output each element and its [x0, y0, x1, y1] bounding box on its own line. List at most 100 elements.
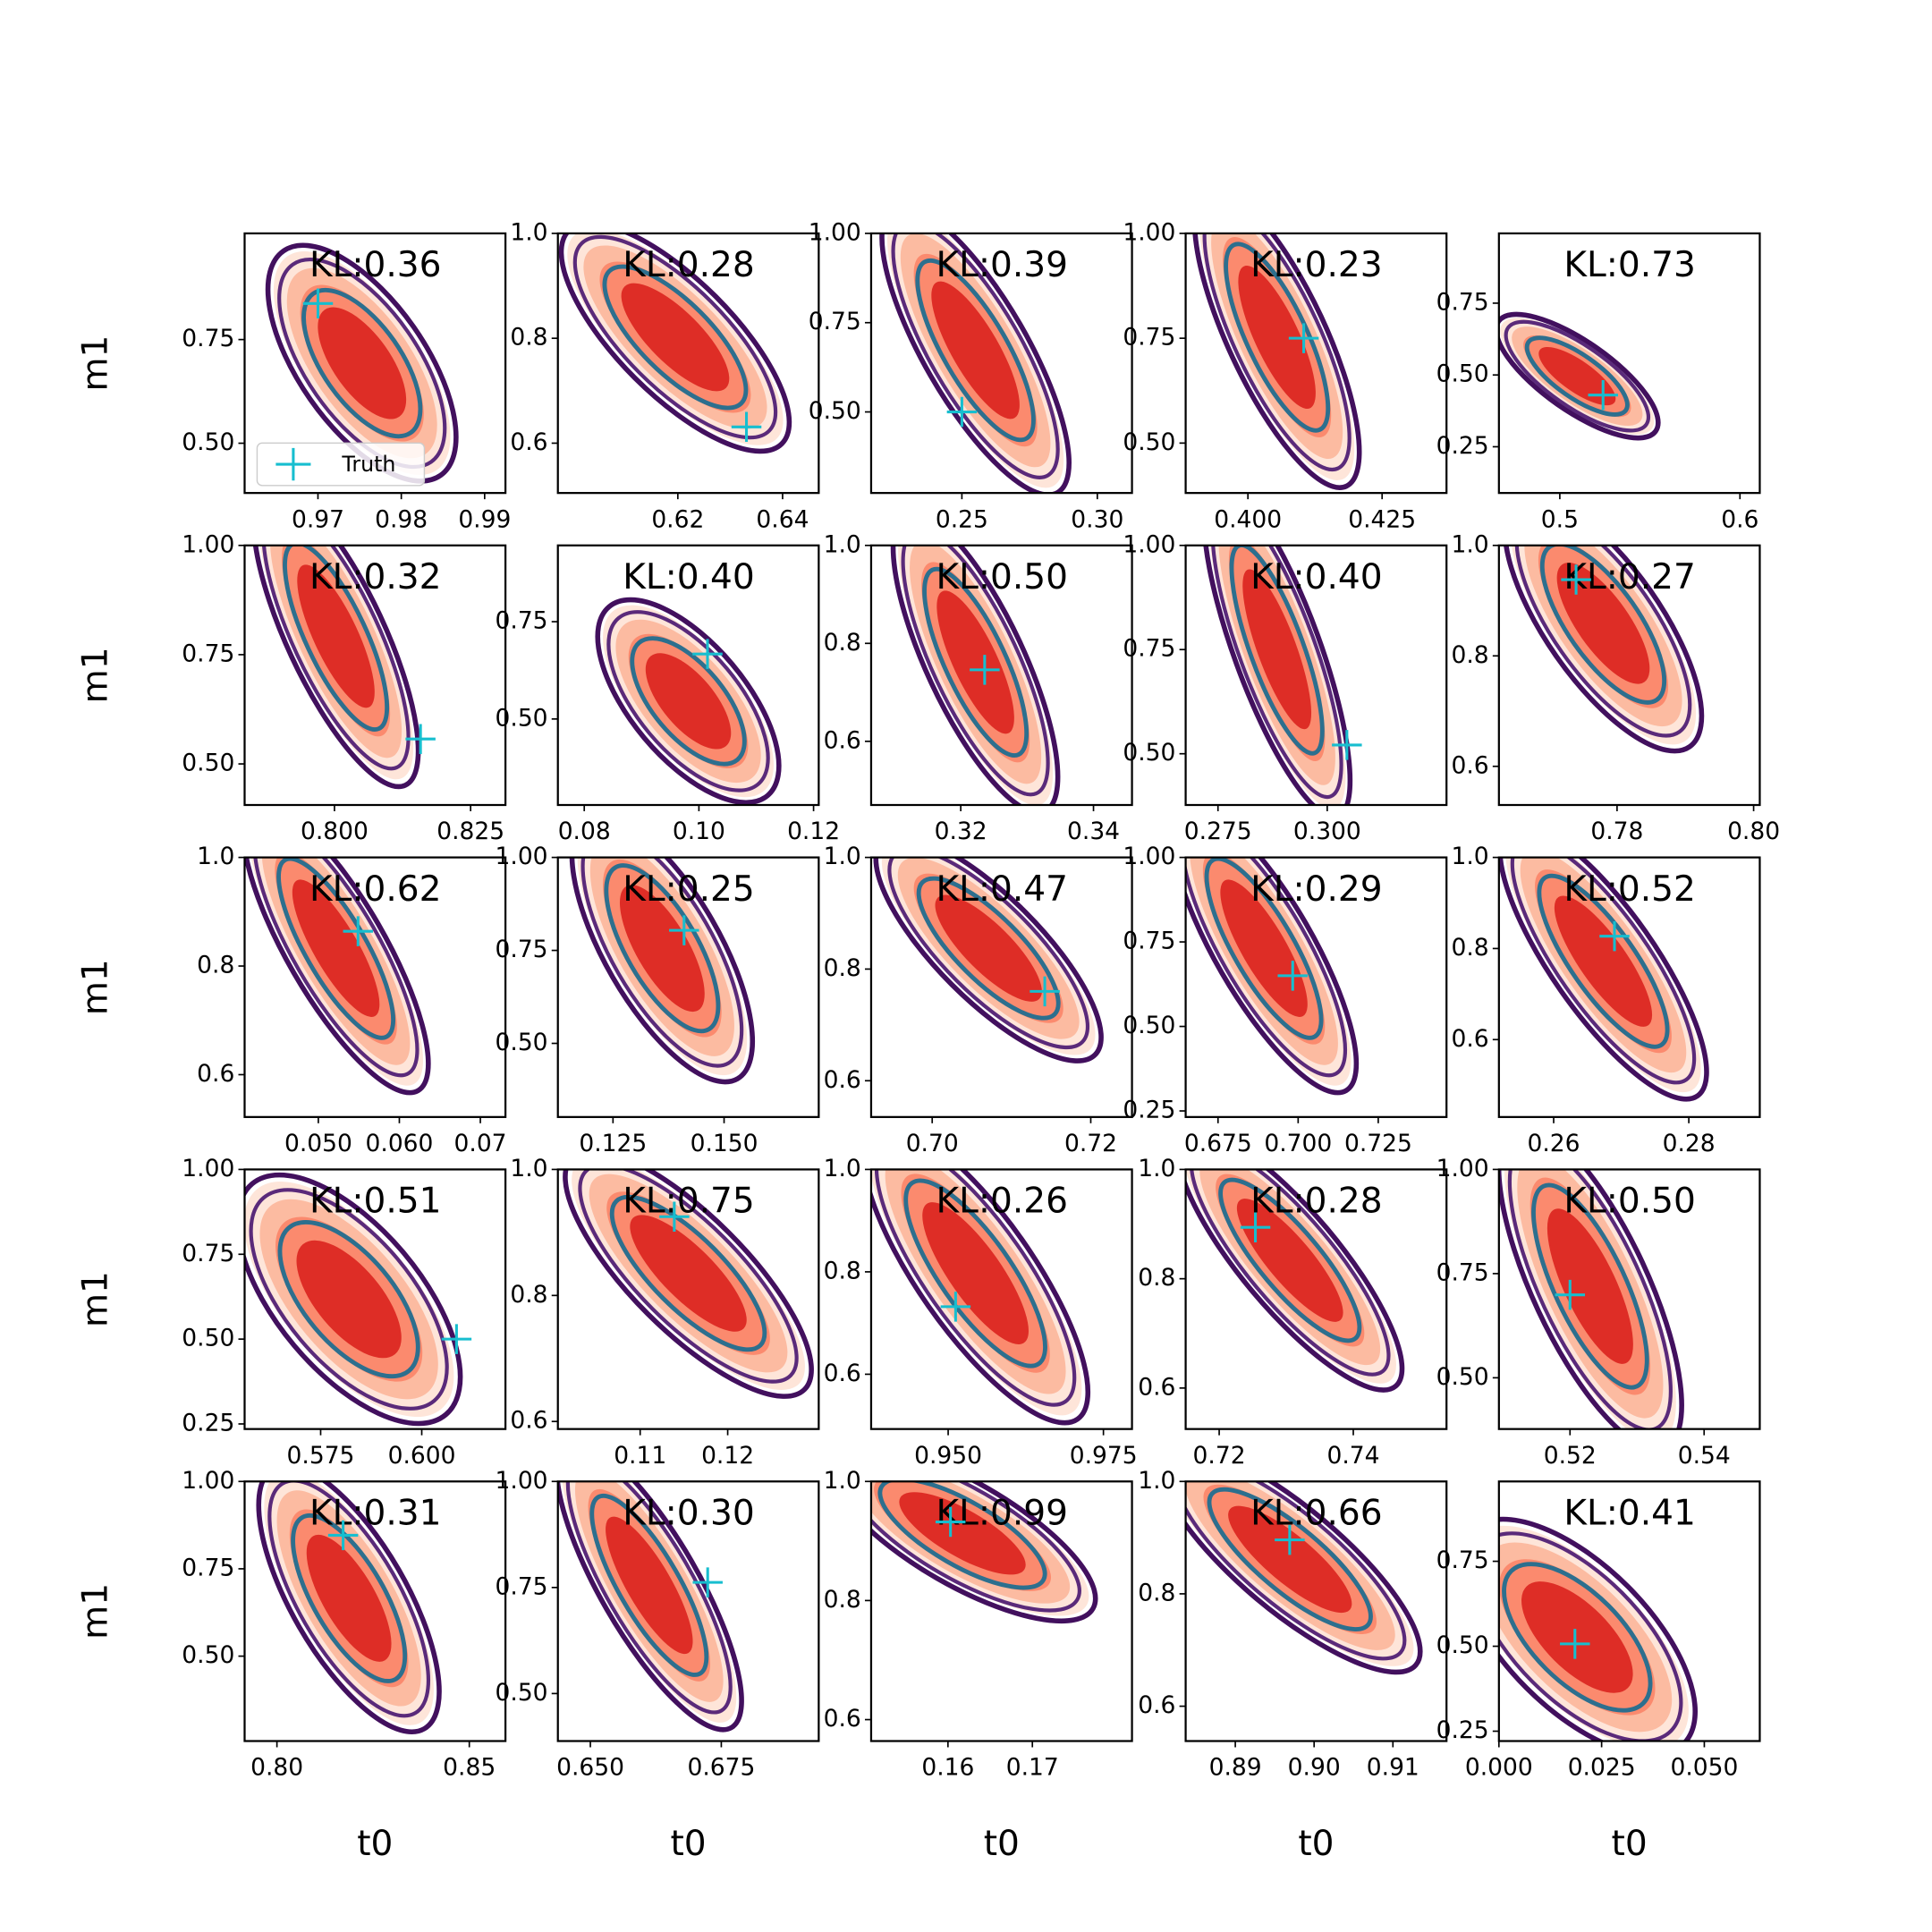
y-tick-label: 0.6: [1138, 1691, 1175, 1719]
contour-line: [915, 258, 1036, 443]
y-tick-label: 1.0: [510, 218, 547, 246]
contour-group: [1498, 857, 1709, 1102]
truth-marker: [659, 1201, 690, 1233]
y-tick-label: 0.75: [1436, 288, 1489, 316]
contour-line: [265, 242, 459, 484]
density-fill: [922, 1202, 1029, 1344]
y-tick-label: 0.75: [182, 325, 234, 352]
contour-group: [1185, 1169, 1405, 1393]
contour-line: [261, 545, 411, 771]
y-tick-label: 0.6: [824, 726, 861, 754]
y-tick-label: 1.00: [1123, 843, 1175, 870]
contour-group: [250, 545, 421, 790]
truth-marker: [970, 655, 1000, 685]
y-tick-label: 0.50: [1123, 1012, 1175, 1039]
x-tick-label: 0.300: [1293, 818, 1361, 845]
density-fill: [292, 879, 380, 1017]
contour-line: [565, 1481, 733, 1715]
y-tick-label: 0.6: [197, 1060, 234, 1088]
contour-line: [252, 857, 419, 1078]
y-tick-label: 0.25: [1123, 1097, 1175, 1124]
contour-group: [873, 857, 1104, 1063]
y-tick-label: 0.8: [824, 1586, 861, 1614]
x-tick-label: 0.64: [756, 505, 809, 533]
y-tick-label: 1.0: [1138, 1155, 1175, 1182]
y-tick-label: 0.75: [1123, 928, 1175, 955]
y-tick-label: 1.00: [182, 530, 234, 558]
axes-frame: [869, 1168, 1133, 1430]
contour-line: [873, 857, 1104, 1063]
x-tick-label: 0.025: [1568, 1754, 1636, 1782]
y-tick-label: 0.50: [1436, 1631, 1489, 1659]
x-tick-label: 0.600: [388, 1442, 456, 1470]
y-tick-label: 1.0: [1451, 530, 1488, 558]
density-fill: [630, 1215, 747, 1332]
x-tick-label: 0.5: [1541, 505, 1579, 533]
contour-line: [1191, 233, 1362, 490]
axes-frame: [243, 856, 507, 1118]
kl-annotation: KL:0.30: [623, 1493, 754, 1533]
contour-line: [244, 1172, 463, 1427]
y-tick-label: 0.50: [496, 704, 548, 732]
y-tick-label: 0.8: [510, 1281, 547, 1309]
contour-line: [903, 1178, 1047, 1368]
contour-line: [1504, 319, 1651, 433]
contour-group: [569, 857, 756, 1085]
density-fill: [1242, 569, 1312, 730]
x-tick-label: 0.950: [914, 1442, 982, 1470]
x-tick-label: 0.16: [921, 1754, 974, 1782]
axes-frame: [1184, 856, 1448, 1118]
density-fill: [1220, 879, 1308, 1017]
contour-line: [558, 233, 792, 454]
contour-group: [244, 1172, 463, 1427]
x-tick-label: 0.34: [1067, 818, 1120, 845]
contour-line: [580, 857, 744, 1068]
contour-line: [922, 566, 1030, 758]
y-tick-label: 0.8: [824, 954, 861, 982]
contour-line: [1514, 545, 1692, 738]
x-tick-label: 0.72: [1064, 1130, 1117, 1157]
y-tick-label: 0.6: [1451, 1025, 1488, 1053]
contour-line: [630, 636, 747, 767]
x-axis-label: t0: [984, 1824, 1020, 1864]
axes-frame: [243, 1480, 507, 1742]
truth-marker: [1599, 920, 1630, 952]
y-tick-label: 1.00: [182, 1467, 234, 1495]
axes-frame: [869, 544, 1133, 807]
y-tick-label: 0.25: [1436, 1716, 1489, 1744]
x-tick-label: 0.08: [558, 818, 611, 845]
kl-annotation: KL:0.25: [623, 869, 754, 910]
x-tick-label: 0.050: [284, 1130, 352, 1157]
y-tick-label: 0.50: [1123, 428, 1175, 456]
contour-group: [595, 597, 782, 805]
contour-line: [1502, 545, 1705, 754]
contour-line: [578, 1169, 799, 1384]
y-tick-label: 0.8: [1451, 934, 1488, 962]
x-tick-label: 0.72: [1193, 1442, 1246, 1470]
x-tick-label: 0.80: [250, 1754, 303, 1782]
truth-marker: [1555, 1279, 1586, 1310]
density-fill: [1538, 346, 1616, 406]
truth-marker: [1277, 961, 1308, 991]
contour-line: [1498, 1531, 1683, 1741]
axes-frame: [1497, 856, 1761, 1118]
y-tick-label: 0.8: [510, 324, 547, 352]
axes-frame: [869, 856, 1133, 1118]
y-tick-label: 1.0: [824, 843, 861, 870]
density-fill: [1236, 1199, 1343, 1322]
axes-frame: [1497, 544, 1761, 807]
contour-line: [1539, 545, 1667, 705]
y-axis-label: m1: [75, 335, 115, 392]
contour-group: [1185, 857, 1360, 1096]
density-fill: [619, 885, 705, 1013]
y-tick-label: 0.8: [1451, 641, 1488, 669]
y-tick-label: 0.50: [496, 1679, 548, 1707]
truth-marker: [1561, 564, 1591, 595]
truth-marker: [1288, 323, 1319, 353]
y-tick-label: 0.50: [182, 1325, 234, 1352]
contour-group: [558, 233, 792, 454]
contour-line: [291, 1513, 408, 1683]
kl-annotation: KL:0.23: [1250, 245, 1382, 285]
y-axis-label: m1: [75, 1583, 115, 1640]
